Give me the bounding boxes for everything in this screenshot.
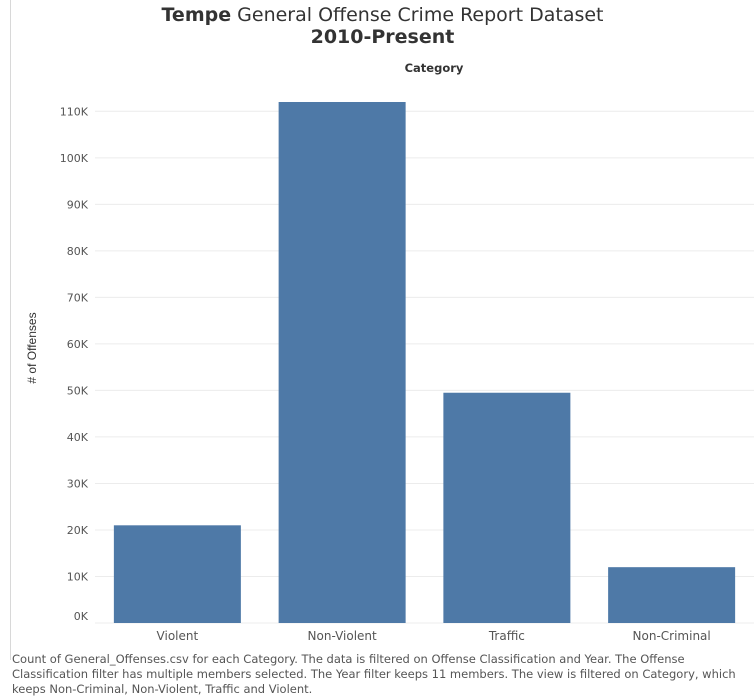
y-tick-label: 60K xyxy=(67,338,89,351)
y-tick-label: 10K xyxy=(67,570,89,583)
bar-chart: Category # of Offenses 0K 10K 20K 30K 40K 50K… xyxy=(25,61,754,643)
chart-title-main: General Offense Crime Report Dataset xyxy=(237,4,604,26)
y-tick-label: 100K xyxy=(60,152,89,165)
y-tick-label: 70K xyxy=(67,291,89,304)
chart-title-line2: 2010-Present xyxy=(310,26,455,48)
bar-non-criminal[interactable] xyxy=(608,567,736,623)
y-tick-label: 50K xyxy=(67,384,89,397)
x-tick-label: Non-Criminal xyxy=(633,629,711,643)
chart-frame-border xyxy=(10,0,11,660)
bar-violent[interactable] xyxy=(113,525,241,623)
x-tick-label: Violent xyxy=(157,629,199,643)
chart-title: Tempe General Offense Crime Report Datas… xyxy=(11,4,754,48)
bar-traffic[interactable] xyxy=(443,392,571,623)
bars xyxy=(113,102,736,623)
x-tick-label: Traffic xyxy=(488,629,525,643)
bar-non-violent[interactable] xyxy=(278,102,406,623)
y-tick-label: 110K xyxy=(60,105,89,118)
y-tick-labels: 0K 10K 20K 30K 40K 50K 60K 70K 80K 90K 100K 110K xyxy=(60,105,89,623)
y-tick-label: 0K xyxy=(74,610,89,623)
x-tick-label: Non-Violent xyxy=(308,629,377,643)
chart-caption: Count of General_Offenses.csv for each C… xyxy=(12,652,736,696)
y-tick-label: 40K xyxy=(67,431,89,444)
y-tick-label: 20K xyxy=(67,524,89,537)
y-axis-label: # of Offenses xyxy=(25,312,39,383)
chart-title-lead: Tempe xyxy=(161,4,232,26)
x-tick-labels: Violent Non-Violent Traffic Non-Criminal xyxy=(157,629,711,643)
y-tick-label: 80K xyxy=(67,245,89,258)
y-tick-label: 30K xyxy=(67,477,89,490)
y-tick-label: 90K xyxy=(67,198,89,211)
column-header: Category xyxy=(405,61,464,75)
